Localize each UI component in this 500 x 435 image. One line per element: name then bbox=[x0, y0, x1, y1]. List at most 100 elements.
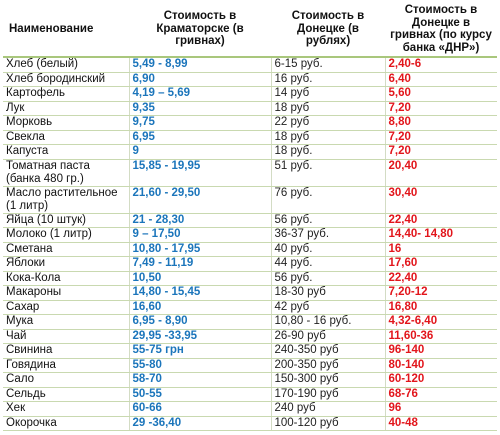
price-kramatorsk-cell: 9 – 17,50 bbox=[129, 227, 272, 243]
price-kramatorsk-cell: 55-75 грн bbox=[129, 343, 272, 359]
price-donetsk-rub-cell: 150-300 руб bbox=[271, 372, 386, 388]
price-donetsk-rub-cell: 240 руб bbox=[271, 401, 386, 417]
price-kramatorsk-cell: 50-55 bbox=[129, 387, 272, 402]
price-kramatorsk-cell: 10,50 bbox=[129, 271, 272, 286]
price-donetsk-uah-cell: 7,20 bbox=[385, 144, 497, 160]
product-name-cell: Яблоки bbox=[3, 256, 130, 272]
price-kramatorsk-cell: 7,49 - 11,19 bbox=[129, 256, 272, 272]
price-donetsk-rub-cell: 16 руб. bbox=[271, 72, 386, 87]
price-donetsk-rub-cell: 6-15 руб. bbox=[271, 57, 386, 73]
table-row: Сало 58-70 150-300 руб 60-120 bbox=[3, 372, 497, 388]
product-name-cell: Свинина bbox=[3, 343, 130, 359]
table-row: Мука 6,95 - 8,90 10,80 - 16 руб. 4,32-6,40 bbox=[3, 314, 497, 330]
table-row: Чай 29,95 -33,95 26-90 руб 11,60-36 bbox=[3, 329, 497, 344]
product-name-cell: Морковь bbox=[3, 115, 130, 131]
product-name-cell: Хлеб бородинский bbox=[3, 72, 130, 87]
table-row: Сельдь 50-55 170-190 руб 68-76 bbox=[3, 387, 497, 402]
price-donetsk-rub-cell: 51 руб. bbox=[271, 159, 386, 187]
price-donetsk-uah-cell: 60-120 bbox=[385, 372, 497, 388]
product-name-cell: Хлеб (белый) bbox=[3, 57, 130, 73]
header-donetsk-rub: Стоимость в Донецке (в рублях) bbox=[271, 2, 385, 58]
price-kramatorsk-cell: 55-80 bbox=[129, 358, 272, 373]
table-row: Сахар 16,60 42 руб 16,80 bbox=[3, 300, 497, 315]
price-kramatorsk-cell: 60-66 bbox=[129, 401, 272, 417]
product-name-cell: Томатная паста (банка 480 гр.) bbox=[3, 159, 130, 187]
price-kramatorsk-cell: 15,85 - 19,95 bbox=[129, 159, 272, 187]
product-name-cell: Сельдь bbox=[3, 387, 130, 402]
price-kramatorsk-cell: 16,60 bbox=[129, 300, 272, 315]
price-kramatorsk-cell: 6,95 bbox=[129, 130, 272, 145]
table-row: Макароны 14,80 - 15,45 18-30 руб 7,20-12 bbox=[3, 285, 497, 301]
table-body: Хлеб (белый) 5,49 - 8,99 6-15 руб. 2,40-6 Хл… bbox=[3, 57, 497, 431]
price-donetsk-uah-cell: 68-76 bbox=[385, 387, 497, 402]
price-donetsk-uah-cell: 7,20 bbox=[385, 130, 497, 145]
table-row: Яйца (10 штук) 21 - 28,30 56 руб. 22,40 bbox=[3, 213, 497, 228]
table-row: Окорочка 29 -36,40 100-120 руб 40-48 bbox=[3, 416, 497, 431]
price-donetsk-uah-cell: 11,60-36 bbox=[385, 329, 497, 344]
price-kramatorsk-cell: 4,19 – 5,69 bbox=[129, 86, 272, 102]
price-kramatorsk-cell: 10,80 - 17,95 bbox=[129, 242, 272, 257]
price-donetsk-rub-cell: 56 руб. bbox=[271, 271, 386, 286]
product-name-cell: Яйца (10 штук) bbox=[3, 213, 130, 228]
price-comparison-table: Наименование Стоимость в Краматорске (в … bbox=[3, 2, 497, 431]
price-donetsk-uah-cell: 8,80 bbox=[385, 115, 497, 131]
price-donetsk-uah-cell: 17,60 bbox=[385, 256, 497, 272]
price-donetsk-uah-cell: 40-48 bbox=[385, 416, 497, 431]
table-row: Томатная паста (банка 480 гр.) 15,85 - 19… bbox=[3, 159, 497, 187]
price-kramatorsk-cell: 9,35 bbox=[129, 101, 272, 116]
product-name-cell: Масло растительное (1 литр) bbox=[3, 186, 130, 214]
price-donetsk-uah-cell: 22,40 bbox=[385, 213, 497, 228]
price-donetsk-uah-cell: 6,40 bbox=[385, 72, 497, 87]
product-name-cell: Сало bbox=[3, 372, 130, 388]
table-row: Морковь 9,75 22 руб 8,80 bbox=[3, 115, 497, 131]
product-name-cell: Чай bbox=[3, 329, 130, 344]
price-kramatorsk-cell: 21 - 28,30 bbox=[129, 213, 272, 228]
product-name-cell: Молоко (1 литр) bbox=[3, 227, 130, 243]
price-donetsk-uah-cell: 2,40-6 bbox=[385, 57, 497, 73]
product-name-cell: Лук bbox=[3, 101, 130, 116]
price-donetsk-rub-cell: 170-190 руб bbox=[271, 387, 386, 402]
price-kramatorsk-cell: 9,75 bbox=[129, 115, 272, 131]
price-kramatorsk-cell: 9 bbox=[129, 144, 272, 160]
price-donetsk-rub-cell: 240-350 руб bbox=[271, 343, 386, 359]
price-kramatorsk-cell: 29,95 -33,95 bbox=[129, 329, 272, 344]
price-donetsk-uah-cell: 14,40- 14,80 bbox=[385, 227, 497, 243]
price-donetsk-rub-cell: 200-350 руб bbox=[271, 358, 386, 373]
price-donetsk-uah-cell: 5,60 bbox=[385, 86, 497, 102]
table-row: Свекла 6,95 18 руб 7,20 bbox=[3, 130, 497, 145]
price-donetsk-uah-cell: 30,40 bbox=[385, 186, 497, 214]
table-row: Хек 60-66 240 руб 96 bbox=[3, 401, 497, 417]
product-name-cell: Окорочка bbox=[3, 416, 130, 431]
price-kramatorsk-cell: 6,90 bbox=[129, 72, 272, 87]
price-donetsk-rub-cell: 22 руб bbox=[271, 115, 386, 131]
product-name-cell: Капуста bbox=[3, 144, 130, 160]
header-name: Наименование bbox=[3, 2, 129, 58]
price-donetsk-rub-cell: 18 руб bbox=[271, 130, 386, 145]
price-donetsk-rub-cell: 100-120 руб bbox=[271, 416, 386, 431]
price-donetsk-uah-cell: 96-140 bbox=[385, 343, 497, 359]
table-row: Масло растительное (1 литр) 21,60 - 29,50… bbox=[3, 186, 497, 214]
price-donetsk-rub-cell: 26-90 руб bbox=[271, 329, 386, 344]
price-donetsk-uah-cell: 20,40 bbox=[385, 159, 497, 187]
table-row: Молоко (1 литр) 9 – 17,50 36-37 руб. 14,40-… bbox=[3, 227, 497, 243]
product-name-cell: Сметана bbox=[3, 242, 130, 257]
header-donetsk-uah: Стоимость в Донецке в гривнах (по курсу … bbox=[385, 2, 497, 58]
table-row: Капуста 9 18 руб. 7,20 bbox=[3, 144, 497, 160]
table-row: Говядина 55-80 200-350 руб 80-140 bbox=[3, 358, 497, 373]
price-donetsk-rub-cell: 14 руб bbox=[271, 86, 386, 102]
product-name-cell: Картофель bbox=[3, 86, 130, 102]
price-donetsk-rub-cell: 36-37 руб. bbox=[271, 227, 386, 243]
product-name-cell: Свекла bbox=[3, 130, 130, 145]
table-row: Лук 9,35 18 руб 7,20 bbox=[3, 101, 497, 116]
table-row: Картофель 4,19 – 5,69 14 руб 5,60 bbox=[3, 86, 497, 102]
product-name-cell: Хек bbox=[3, 401, 130, 417]
header-row: Наименование Стоимость в Краматорске (в … bbox=[3, 2, 497, 58]
price-kramatorsk-cell: 5,49 - 8,99 bbox=[129, 57, 272, 73]
price-donetsk-rub-cell: 44 руб. bbox=[271, 256, 386, 272]
price-donetsk-uah-cell: 96 bbox=[385, 401, 497, 417]
price-donetsk-uah-cell: 4,32-6,40 bbox=[385, 314, 497, 330]
price-donetsk-uah-cell: 16 bbox=[385, 242, 497, 257]
price-donetsk-uah-cell: 80-140 bbox=[385, 358, 497, 373]
header-kramatorsk: Стоимость в Краматорске (в гривнах) bbox=[129, 2, 271, 58]
price-donetsk-rub-cell: 42 руб bbox=[271, 300, 386, 315]
